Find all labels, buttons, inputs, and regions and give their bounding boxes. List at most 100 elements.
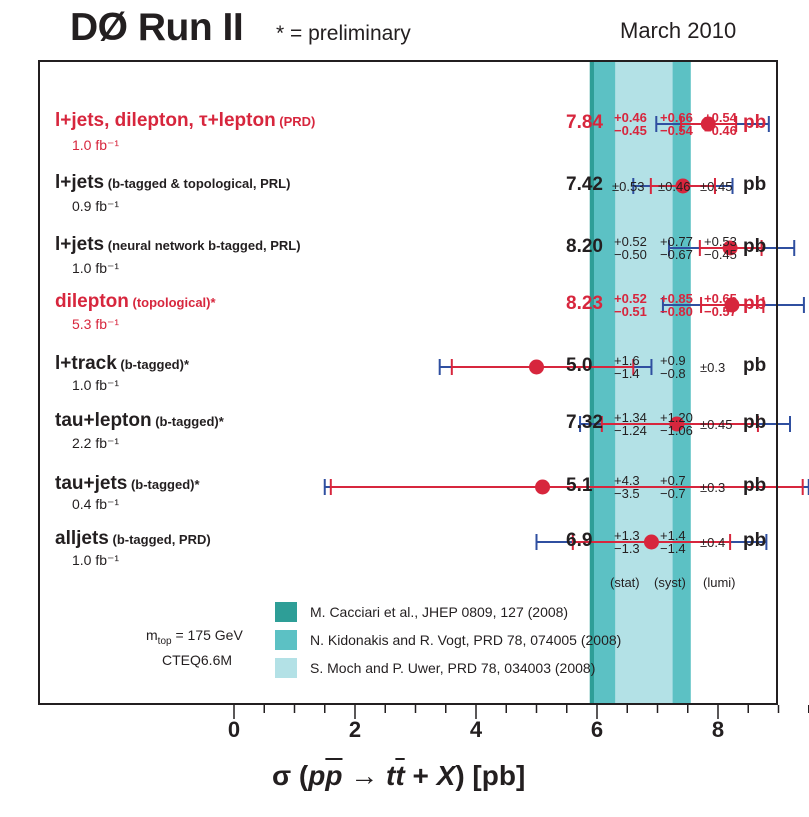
stat-uncertainty-part: −0.45 xyxy=(614,123,647,138)
syst-uncertainty-part: −0.67 xyxy=(660,247,693,262)
syst-uncertainty-part: −0.80 xyxy=(660,304,693,319)
measurement-name-text: l+jets xyxy=(55,234,105,255)
measurement-value: 5.0 xyxy=(566,355,593,376)
stat-uncertainty: ±0.53 xyxy=(612,179,645,194)
column-label: (lumi) xyxy=(703,575,736,590)
x-tick-label: 4 xyxy=(470,717,483,742)
measurement-name-text: alljets xyxy=(55,528,109,549)
lumi-uncertainty: ±0.45 xyxy=(700,179,733,194)
x-tick-label: 6 xyxy=(591,717,603,742)
syst-uncertainty: +0.66 −0.54 xyxy=(660,111,693,137)
pdf-annotation: CTEQ6.6M xyxy=(162,652,233,668)
syst-uncertainty-part: +0.66 xyxy=(660,110,693,125)
measurement-point xyxy=(529,359,544,375)
measurement-name-text: l+jets xyxy=(55,172,105,193)
legend-swatch-3 xyxy=(275,658,297,678)
chart-title: DØ Run II xyxy=(70,6,244,49)
x-tick-label: 0 xyxy=(228,717,240,742)
stat-uncertainty: +1.34 −1.24 xyxy=(614,411,647,437)
legend-label-1: M. Cacciari et al., JHEP 0809, 127 (2008… xyxy=(310,604,568,620)
measurement-name: tau+jets (b-tagged)* xyxy=(55,473,200,495)
unit-label: pb xyxy=(743,236,767,257)
measurement-lumi: 1.0 fb⁻¹ xyxy=(72,377,120,393)
measurement-value: 7.84 xyxy=(566,112,603,133)
stat-uncertainty-part: +0.52 xyxy=(614,291,647,306)
measurement-lumi: 0.4 fb⁻¹ xyxy=(72,496,120,512)
syst-uncertainty-part: +0.9 xyxy=(660,353,686,368)
measurement-name-text: dilepton xyxy=(55,291,129,312)
measurement-name-text: l+jets, dilepton, τ+lepton xyxy=(55,110,276,131)
measurement-name: alljets (b-tagged, PRD) xyxy=(55,528,211,550)
measurement-value: 6.9 xyxy=(566,530,593,551)
stat-uncertainty-part: +1.34 xyxy=(614,410,647,425)
measurement-note: (PRD) xyxy=(275,114,316,129)
legend-swatch-2 xyxy=(275,630,297,650)
stat-uncertainty-part: −1.24 xyxy=(614,423,647,438)
plot-frame xyxy=(38,60,778,705)
unit-label: pb xyxy=(743,355,767,376)
measurement-value: 7.32 xyxy=(566,412,603,433)
stat-uncertainty: +0.46 −0.45 xyxy=(614,111,647,137)
measurement-lumi: 1.0 fb⁻¹ xyxy=(72,552,120,568)
measurement-lumi: 2.2 fb⁻¹ xyxy=(72,435,120,451)
measurement-name: dilepton (topological)* xyxy=(55,291,216,313)
measurement-value: 7.42 xyxy=(566,174,603,195)
syst-uncertainty: +1.20 −1.06 xyxy=(660,411,693,437)
lumi-uncertainty: +0.65 −0.57 xyxy=(704,292,737,318)
measurement-lumi: 0.9 fb⁻¹ xyxy=(72,198,120,214)
column-label: (stat) xyxy=(610,575,640,590)
lumi-uncertainty: ±0.45 xyxy=(700,417,733,432)
unit-label: pb xyxy=(743,412,767,433)
stat-uncertainty-part: +0.46 xyxy=(614,110,647,125)
measurement-name: tau+lepton (b-tagged)* xyxy=(55,410,224,432)
syst-uncertainty: +1.4 −1.4 xyxy=(660,529,686,555)
unit-label: pb xyxy=(743,174,767,195)
mtop-annotation: mtop = 175 GeV xyxy=(146,627,243,647)
stat-uncertainty-part: +4.3 xyxy=(614,473,640,488)
syst-uncertainty-part: +1.4 xyxy=(660,528,686,543)
syst-uncertainty: +0.7 −0.7 xyxy=(660,474,686,500)
lumi-uncertainty: ±0.3 xyxy=(700,480,726,495)
stat-uncertainty: +4.3 −3.5 xyxy=(614,474,640,500)
measurement-name-text: tau+jets xyxy=(55,473,128,494)
measurement-point xyxy=(700,116,716,132)
measurement-note: (b-tagged)* xyxy=(116,357,190,372)
syst-uncertainty-part: −1.4 xyxy=(660,541,686,556)
theory-band-3 xyxy=(615,62,673,703)
lumi-uncertainty: ±0.4 xyxy=(700,535,726,550)
measurement-name: l+jets (b-tagged & topological, PRL) xyxy=(55,172,290,194)
lumi-uncertainty-part: −0.46 xyxy=(704,123,737,138)
syst-uncertainty: ±0.46 xyxy=(658,179,691,194)
legend-swatch-1 xyxy=(275,602,297,622)
measurement-point xyxy=(643,534,659,550)
measurement-lumi: 5.3 fb⁻¹ xyxy=(72,316,120,332)
preliminary-note: * = preliminary xyxy=(276,22,411,45)
legend-label-3: S. Moch and P. Uwer, PRD 78, 034003 (200… xyxy=(310,660,595,676)
measurement-point xyxy=(669,416,685,432)
unit-label: pb xyxy=(743,293,767,314)
lumi-uncertainty-part: −0.57 xyxy=(704,304,737,319)
unit-label: pb xyxy=(743,530,767,551)
stat-uncertainty-part: +1.3 xyxy=(614,528,640,543)
column-label: (syst) xyxy=(654,575,686,590)
lumi-uncertainty-part: −0.45 xyxy=(704,247,737,262)
measurement-note: (neural network b-tagged, PRL) xyxy=(104,238,301,253)
measurement-point xyxy=(722,240,738,256)
lumi-uncertainty-part: +0.54 xyxy=(704,110,737,125)
syst-uncertainty-part: −0.54 xyxy=(660,123,693,138)
measurement-point xyxy=(535,479,551,495)
measurement-value: 8.20 xyxy=(566,236,603,257)
measurement-value: 5.1 xyxy=(566,475,593,496)
x-tick-label: 2 xyxy=(349,717,361,742)
syst-uncertainty-part: +0.85 xyxy=(660,291,693,306)
stat-uncertainty-part: −1.3 xyxy=(614,541,640,556)
lumi-uncertainty-part: +0.53 xyxy=(704,234,737,249)
x-tick-label: 8 xyxy=(712,717,724,742)
syst-uncertainty-part: +0.77 xyxy=(660,234,693,249)
lumi-uncertainty: +0.53 −0.45 xyxy=(704,235,737,261)
syst-uncertainty-part: −0.8 xyxy=(660,366,686,381)
measurement-note: (b-tagged)* xyxy=(127,477,200,492)
measurement-name-text: tau+lepton xyxy=(55,410,152,431)
stat-uncertainty: +0.52 −0.51 xyxy=(614,292,647,318)
